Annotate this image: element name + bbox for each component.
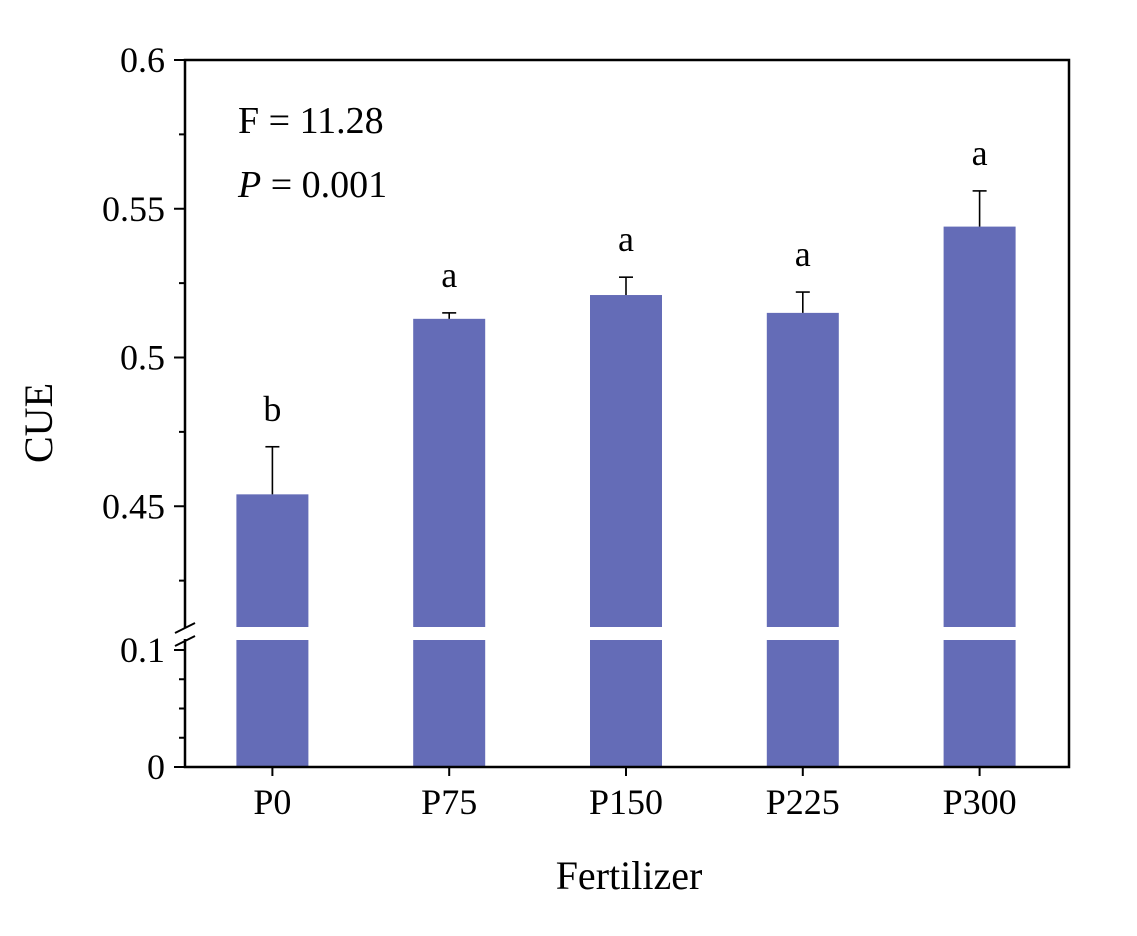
bar-lower-P225: [766, 640, 839, 767]
labels-layer: b P0 a P75 a P150 a P225 a P300 0 0.1 0.45 0.5 0.55 0.6: [102, 40, 1017, 822]
p-value: = 0.001: [261, 164, 387, 206]
x-tick-label-P75: P75: [421, 782, 477, 822]
bar-lower-P75: [413, 640, 486, 767]
bars-layer: [236, 226, 1016, 767]
x-axis-title: Fertilizer: [556, 853, 703, 898]
x-tick-label-P150: P150: [589, 782, 663, 822]
bar-upper-P225: [766, 312, 839, 627]
y-tick-label-lower-1: 0.1: [120, 630, 165, 670]
significance-letter-P150: a: [618, 219, 634, 259]
x-tick-label-P0: P0: [253, 782, 291, 822]
significance-letter-P75: a: [441, 255, 457, 295]
axis-break-gap: [181, 628, 191, 639]
bar-lower-P150: [590, 640, 662, 767]
y-axis-title: CUE: [16, 383, 61, 463]
bar-upper-P300: [943, 226, 1016, 627]
ticks-layer: [174, 59, 981, 776]
bar-upper-P75: [413, 318, 486, 627]
axis-break-mark-bottom: [174, 635, 196, 647]
significance-letter-P300: a: [972, 133, 988, 173]
significance-letter-P0: b: [263, 389, 281, 429]
bar-upper-P150: [590, 295, 662, 627]
p-value-annotation: P = 0.001: [237, 164, 387, 206]
y-tick-label-upper-3: 0.6: [120, 40, 165, 80]
y-tick-label-upper-2: 0.55: [102, 189, 165, 229]
y-tick-label-lower-0: 0: [147, 747, 165, 787]
axis-break: [174, 622, 196, 647]
y-tick-label-upper-1: 0.5: [120, 338, 165, 378]
bar-upper-P0: [236, 494, 309, 627]
bar-lower-P0: [236, 640, 309, 767]
bar-lower-P300: [943, 640, 1016, 767]
f-statistic-annotation: F = 11.28: [238, 100, 384, 142]
p-label: P: [237, 164, 261, 206]
x-tick-label-P300: P300: [943, 782, 1017, 822]
error-bars-layer: [265, 190, 987, 495]
x-tick-label-P225: P225: [766, 782, 840, 822]
significance-letter-P225: a: [795, 234, 811, 274]
axis-break-mark-top: [174, 622, 196, 634]
y-tick-label-upper-0: 0.45: [102, 486, 165, 526]
